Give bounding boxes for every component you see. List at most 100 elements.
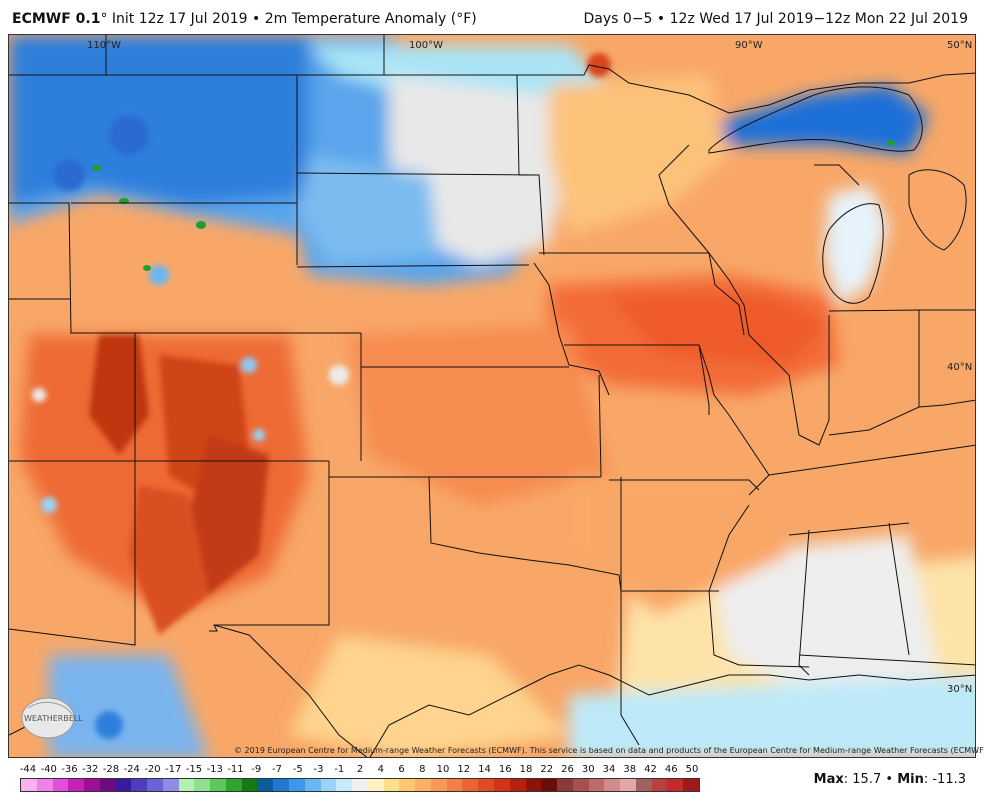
legend-swatch [462,779,479,791]
model-name: ECMWF 0.1 [12,11,101,27]
max-value: 15.7 [852,772,882,787]
legend-swatch [399,779,416,791]
legend-tick: -3 [313,764,324,775]
legend-swatch [99,779,116,791]
lat-label-30n: 30°N [947,684,972,695]
legend-tick: 12 [457,764,471,775]
legend-tick: 10 [436,764,450,775]
legend-tick: 38 [623,764,637,775]
legend-tick: 26 [561,764,574,775]
legend-tick: -1 [334,764,345,775]
legend-swatch [320,779,337,791]
copyright-notice: © 2019 European Centre for Medium-range … [234,746,984,755]
anomaly-detail [32,53,611,739]
legend-tick: 16 [498,764,512,775]
legend-swatch [147,779,163,791]
legend-swatch [509,779,526,791]
legend-tick: -40 [40,764,57,775]
graticule-labels: 110°W 100°W 90°W 50°N 40°N 30°N [87,40,972,695]
legend-swatch [383,779,400,791]
legend-swatch [415,779,431,791]
legend-tick: 46 [664,764,678,775]
legend-swatch [289,779,305,791]
legend-swatch [683,779,699,791]
map-title: ECMWF 0.1° Init 12z 17 Jul 2019 • 2m Tem… [12,11,477,27]
legend-swatch [210,779,226,791]
legend-tick: -11 [227,764,244,775]
legend-swatch [525,779,542,791]
stats-separator: • [885,772,894,787]
legend-swatch [430,779,447,791]
legend-tick: 4 [377,764,384,775]
legend-tick: -13 [206,764,223,775]
legend-tick: -9 [251,764,262,775]
legend-swatch [273,779,290,791]
min-label: Min [897,772,924,787]
max-label: Max [813,772,844,787]
legend-tick: 18 [519,764,533,775]
legend-swatch [651,779,668,791]
legend-swatch [604,779,621,791]
valid-period: Days 0−5 • 12z Wed 17 Jul 2019−12z Mon 2… [583,11,968,27]
legend-swatch [352,779,368,791]
state-boundaries [9,35,975,757]
lat-label-50n: 50°N [947,40,972,51]
legend-swatch [541,779,558,791]
temperature-anomaly-map: 110°W 100°W 90°W 50°N 40°N 30°N [9,35,975,757]
legend-swatch [21,779,37,791]
legend-tick-labels: -44 -40 -36 -32 -28 -24 -20 -17 -15 -13 -11 -9 -7 -5-… [20,764,710,778]
legend-tick: 34 [602,764,616,775]
legend-tick: -15 [185,764,203,775]
legend-swatch [52,779,69,791]
init-and-variable: ° Init 12z 17 Jul 2019 • 2m Temperature … [100,11,477,27]
lon-label-100w: 100°W [409,40,443,51]
legend-swatch [446,779,463,791]
legend-swatch [241,779,258,791]
legend-swatch [493,779,510,791]
color-legend: -44 -40 -36 -32 -28 -24 -20 -17 -15 -13 -11 -9 -7 -5-… [20,764,710,804]
legend-swatch [620,779,636,791]
legend-tick: 8 [419,764,426,775]
legend-tick: -44 [19,764,37,775]
legend-swatch [68,779,85,791]
lat-label-40n: 40°N [947,362,972,373]
legend-tick: 22 [540,764,554,775]
legend-tick: 42 [644,764,657,775]
legend-tick: 2 [356,764,364,775]
legend-swatch [336,779,353,791]
max-min-stats: Max: 15.7 • Min: -11.3 [813,772,966,787]
weatherbell-logo: WEATHERBELL [21,697,83,739]
legend-swatch [557,779,573,791]
legend-tick: -17 [165,764,182,775]
legend-swatch [257,779,274,791]
legend-color-bar [20,778,700,792]
legend-swatch [84,779,100,791]
min-value: -11.3 [932,772,966,787]
legend-tick: -5 [292,764,303,775]
legend-tick: 6 [398,764,405,775]
legend-swatch [225,779,242,791]
legend-tick: -7 [272,764,282,775]
legend-tick: -36 [61,764,78,775]
legend-swatch [478,779,494,791]
legend-swatch [162,779,179,791]
legend-swatch [667,779,684,791]
legend-tick: 14 [478,764,491,775]
legend-swatch [115,779,132,791]
legend-swatch [588,779,605,791]
legend-tick: -20 [144,764,161,775]
legend-swatch [635,779,652,791]
lon-label-110w: 110°W [87,40,121,51]
legend-swatch [304,779,321,791]
legend-tick: 30 [581,764,595,775]
legend-swatch [36,779,53,791]
legend-tick: -32 [82,764,99,775]
map-panel: 110°W 100°W 90°W 50°N 40°N 30°N [8,34,976,758]
logo-text: WEATHERBELL [24,714,83,723]
legend-tick: -24 [123,764,140,775]
legend-swatch [194,779,211,791]
great-lakes [708,86,967,304]
legend-tick: -28 [102,764,120,775]
legend-tick: 50 [685,764,699,775]
legend-swatch [131,779,148,791]
